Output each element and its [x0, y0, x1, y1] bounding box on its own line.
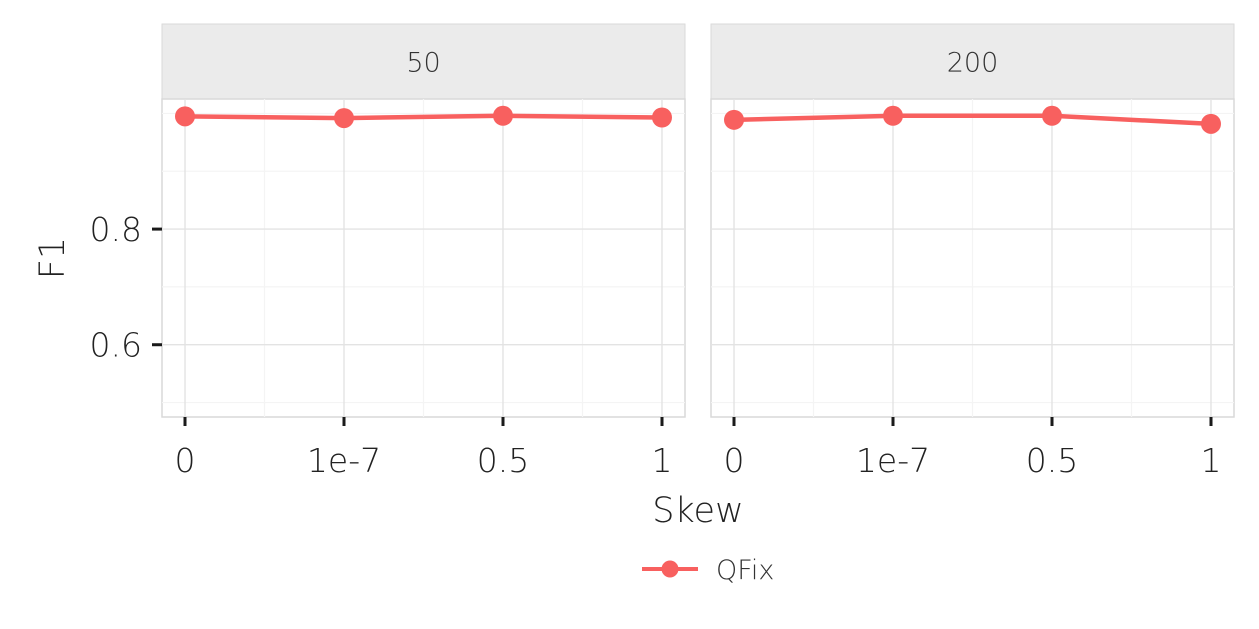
x-tick-label: 1	[651, 441, 672, 480]
series-line-qfix	[184, 113, 663, 121]
x-tick-label: 0	[175, 441, 196, 480]
data-point	[334, 108, 355, 129]
data-point	[492, 105, 513, 126]
x-tick-label: 0.5	[1026, 441, 1078, 480]
panel-200: 200 0 1e-7 0.5 1	[710, 23, 1235, 480]
data-point	[724, 109, 745, 130]
y-tick-label: 0.8	[90, 210, 142, 249]
x-tick-label: 1e-7	[856, 441, 930, 480]
facet-label-50: 50	[406, 48, 440, 79]
data-point	[651, 107, 672, 128]
y-axis: 0.6 0.8	[90, 210, 162, 365]
data-point	[883, 105, 904, 126]
data-point	[1041, 105, 1062, 126]
legend-key-point	[661, 560, 679, 578]
data-point	[1200, 113, 1221, 134]
data-point	[175, 106, 196, 127]
x-tick-label: 1e-7	[307, 441, 381, 480]
facet-label-200: 200	[947, 48, 999, 79]
y-axis-title: F1	[33, 237, 73, 279]
panel-50: 50 0 1e-7 0.5 1	[161, 23, 686, 480]
x-axis-title: Skew	[652, 491, 743, 531]
legend: QFix	[642, 555, 774, 586]
x-tick-label: 0.5	[477, 441, 529, 480]
y-tick-label: 0.6	[90, 326, 142, 365]
series-line-qfix	[733, 113, 1212, 127]
chart-panels: 50 0 1e-7 0.5 1 200 0 1e-7 0.5 1	[161, 23, 1235, 480]
facet-strip	[161, 23, 686, 100]
x-tick-label: 0	[724, 441, 745, 480]
facet-strip	[710, 23, 1235, 100]
legend-label-qfix: QFix	[716, 555, 774, 586]
x-tick-label: 1	[1200, 441, 1221, 480]
